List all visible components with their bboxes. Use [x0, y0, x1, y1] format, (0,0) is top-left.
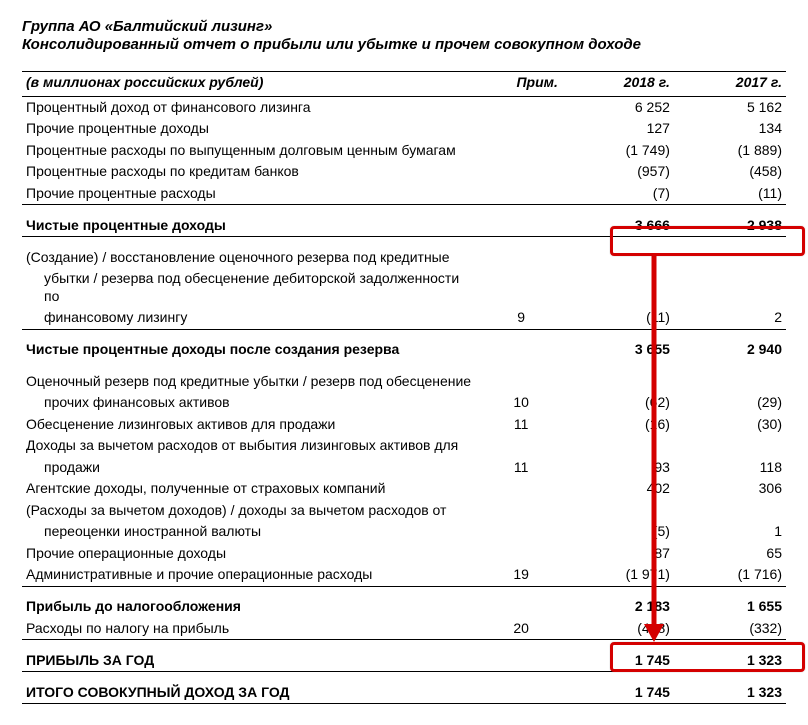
row-label: прочих финансовых активов — [22, 392, 480, 414]
row-label: переоценки иностранной валюты — [22, 521, 480, 543]
row-label: убытки / резерва под обесценение дебитор… — [22, 268, 480, 307]
row-label: Административные и прочие операционные р… — [22, 564, 480, 586]
table-row: Процентный доход от финансового лизинга … — [22, 96, 786, 118]
tax-row: Расходы по налогу на прибыль 20 (438) (3… — [22, 618, 786, 640]
provision-row: финансовому лизингу 9 (11) 2 — [22, 307, 786, 329]
year2-header: 2017 г. — [674, 72, 786, 97]
row-label: Прибыль до налогообложения — [22, 596, 480, 618]
row-label: Процентные расходы по выпущенным долговы… — [22, 140, 480, 162]
table-row: Административные и прочие операционные р… — [22, 564, 786, 586]
row-label: (Создание) / восстановление оценочного р… — [22, 247, 480, 269]
row-label: (Расходы за вычетом доходов) / доходы за… — [22, 500, 480, 522]
company-title: Группа АО «Балтийский лизинг» — [22, 18, 786, 35]
table-row: Прочие операционные доходы 87 65 — [22, 543, 786, 565]
units-label: (в миллионах российских рублей) — [22, 72, 480, 97]
row-label: Чистые процентные доходы после создания … — [22, 339, 480, 361]
row-label: Прочие процентные доходы — [22, 118, 480, 140]
table-row: Доходы за вычетом расходов от выбытия ли… — [22, 435, 786, 457]
table-row: прочих финансовых активов 10 (62) (29) — [22, 392, 786, 414]
table-row: Агентские доходы, полученные от страховы… — [22, 478, 786, 500]
row-label: Процентные расходы по кредитам банков — [22, 161, 480, 183]
provision-row: убытки / резерва под обесценение дебитор… — [22, 268, 786, 307]
provision-row: (Создание) / восстановление оценочного р… — [22, 247, 786, 269]
row-label: Расходы по налогу на прибыль — [22, 618, 480, 640]
table-row: Процентные расходы по выпущенным долговы… — [22, 140, 786, 162]
note-header: Прим. — [480, 72, 561, 97]
row-label: Доходы за вычетом расходов от выбытия ли… — [22, 435, 480, 457]
year1-header: 2018 г. — [562, 72, 674, 97]
net-interest-row: Чистые процентные доходы 3 666 2 938 — [22, 215, 786, 237]
row-label: Чистые процентные доходы — [22, 215, 480, 237]
report-container: Группа АО «Балтийский лизинг» Консолидир… — [22, 18, 786, 704]
table-row: Обесценение лизинговых активов для прода… — [22, 414, 786, 436]
row-label: финансовому лизингу — [22, 307, 480, 329]
row-y1: 6 252 — [562, 96, 674, 118]
table-row: (Расходы за вычетом доходов) / доходы за… — [22, 500, 786, 522]
row-label: Обесценение лизинговых активов для прода… — [22, 414, 480, 436]
row-label: Процентный доход от финансового лизинга — [22, 96, 480, 118]
report-title: Консолидированный отчет о прибыли или уб… — [22, 36, 786, 53]
table-row: Прочие процентные доходы 127 134 — [22, 118, 786, 140]
total-row: ИТОГО СОВОКУПНЫЙ ДОХОД ЗА ГОД 1 745 1 32… — [22, 682, 786, 704]
row-label: ИТОГО СОВОКУПНЫЙ ДОХОД ЗА ГОД — [22, 682, 480, 704]
table-row: Прочие процентные расходы (7) (11) — [22, 183, 786, 205]
profit-row: ПРИБЫЛЬ ЗА ГОД 1 745 1 323 — [22, 650, 786, 672]
income-statement-table: (в миллионах российских рублей) Прим. 20… — [22, 71, 786, 704]
row-label: Прочие операционные доходы — [22, 543, 480, 565]
after-provision-row: Чистые процентные доходы после создания … — [22, 339, 786, 361]
table-row: переоценки иностранной валюты (5) 1 — [22, 521, 786, 543]
column-header-row: (в миллионах российских рублей) Прим. 20… — [22, 72, 786, 97]
pretax-row: Прибыль до налогообложения 2 183 1 655 — [22, 596, 786, 618]
row-label: Прочие процентные расходы — [22, 183, 480, 205]
row-label: продажи — [22, 457, 480, 479]
table-row: Оценочный резерв под кредитные убытки / … — [22, 371, 786, 393]
table-row: продажи 11 93 118 — [22, 457, 786, 479]
row-label: ПРИБЫЛЬ ЗА ГОД — [22, 650, 480, 672]
row-label: Агентские доходы, полученные от страховы… — [22, 478, 480, 500]
row-y2: 5 162 — [674, 96, 786, 118]
row-label: Оценочный резерв под кредитные убытки / … — [22, 371, 480, 393]
table-row: Процентные расходы по кредитам банков (9… — [22, 161, 786, 183]
